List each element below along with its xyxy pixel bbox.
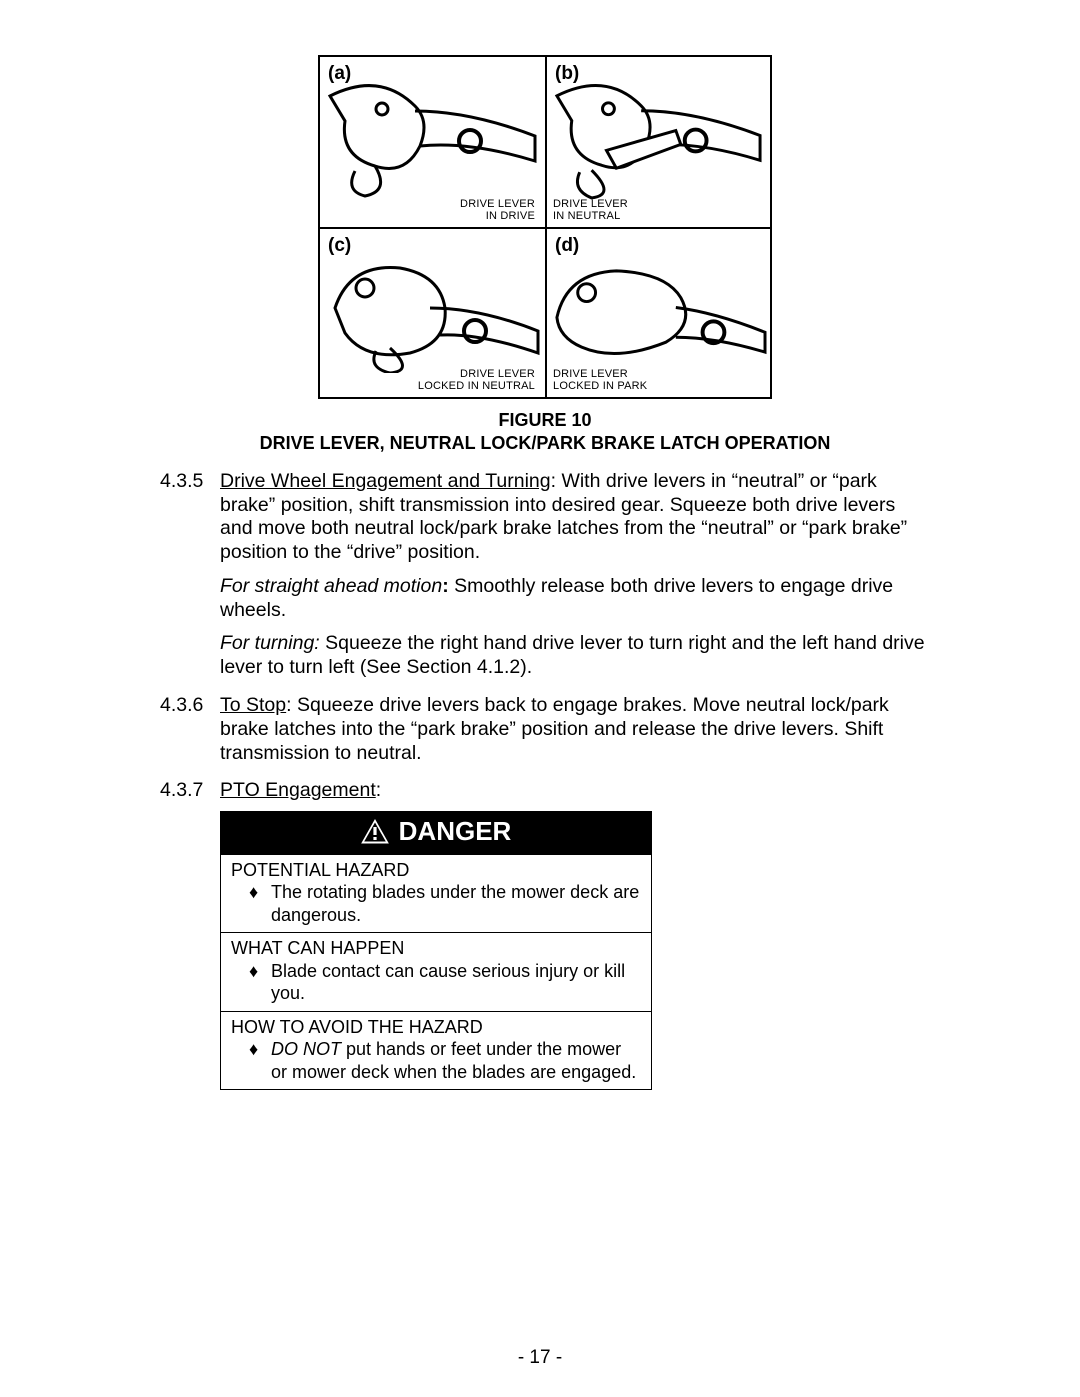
page: (a) DRIVE LEVER IN DRIVE xyxy=(0,0,1080,1397)
item-437: 4.3.7 PTO Engagement: xyxy=(160,779,930,803)
caption-line: IN NEUTRAL xyxy=(553,210,620,222)
item-body: Drive Wheel Engagement and Turning: With… xyxy=(220,470,930,680)
caption-line: DRIVE LEVER xyxy=(553,198,628,210)
item-number: 4.3.7 xyxy=(160,779,220,803)
danger-box: DANGER POTENTIAL HAZARD ♦ The rotating b… xyxy=(220,811,652,1090)
figure-cell-d: (d) DRIVE LEVER LOCKED IN PARK xyxy=(545,227,770,397)
caption-line: DRIVE LEVER xyxy=(460,368,535,380)
figure-cell-caption: DRIVE LEVER LOCKED IN PARK xyxy=(553,368,647,393)
danger-title: DANGER xyxy=(399,816,512,848)
bullet-text: The rotating blades under the mower deck… xyxy=(271,881,641,926)
para-italic: For turning: xyxy=(220,632,320,654)
item-number: 4.3.6 xyxy=(160,694,220,765)
item-lead-underline: Drive Wheel Engagement and Turning xyxy=(220,470,551,492)
warning-icon xyxy=(361,819,389,845)
figure-box: (a) DRIVE LEVER IN DRIVE xyxy=(318,55,772,399)
lever-drawing xyxy=(547,253,770,372)
caption-line: IN DRIVE xyxy=(486,210,535,222)
bullet-italic: DO NOT xyxy=(271,1039,341,1059)
item-436: 4.3.6 To Stop: Squeeze drive levers back… xyxy=(160,694,930,765)
figure-row: (c) DRIVE LEVER LOCKED IN NEUTRAL xyxy=(320,227,770,397)
item-body: To Stop: Squeeze drive levers back to en… xyxy=(220,694,930,765)
item-para: For turning: Squeeze the right hand driv… xyxy=(220,632,930,680)
lever-drawing xyxy=(320,253,545,373)
figure-title-line: FIGURE 10 xyxy=(498,410,591,430)
bullet-symbol: ♦ xyxy=(249,1038,271,1083)
item-lead-rest: : Squeeze drive levers back to engage br… xyxy=(220,694,889,764)
caption-line: LOCKED IN PARK xyxy=(553,380,647,392)
item-435: 4.3.5 Drive Wheel Engagement and Turning… xyxy=(160,470,930,680)
bullet-symbol: ♦ xyxy=(249,960,271,1005)
bullet-text: Blade contact can cause serious injury o… xyxy=(271,960,641,1005)
figure-cell-b: (b) DRIVE LEVER IN NEUTRAL xyxy=(545,57,770,227)
para-rest: Squeeze the right hand drive lever to tu… xyxy=(220,632,925,678)
danger-row-head: POTENTIAL HAZARD xyxy=(231,859,641,882)
figure-row: (a) DRIVE LEVER IN DRIVE xyxy=(320,57,770,227)
figure-wrapper: (a) DRIVE LEVER IN DRIVE xyxy=(160,55,930,456)
item-lead-underline: PTO Engagement xyxy=(220,779,376,801)
figure-cell-c: (c) DRIVE LEVER LOCKED IN NEUTRAL xyxy=(320,227,545,397)
danger-header: DANGER xyxy=(221,812,651,854)
danger-row-head: WHAT CAN HAPPEN xyxy=(231,937,641,960)
body-text: 4.3.5 Drive Wheel Engagement and Turning… xyxy=(160,470,930,1091)
danger-row: POTENTIAL HAZARD ♦ The rotating blades u… xyxy=(221,854,651,933)
caption-line: DRIVE LEVER xyxy=(460,198,535,210)
item-number: 4.3.5 xyxy=(160,470,220,680)
figure-title: FIGURE 10 DRIVE LEVER, NEUTRAL LOCK/PARK… xyxy=(160,409,930,456)
item-para: For straight ahead motion: Smoothly rele… xyxy=(220,575,930,623)
danger-row: WHAT CAN HAPPEN ♦ Blade contact can caus… xyxy=(221,932,651,1011)
figure-cell-caption: DRIVE LEVER IN DRIVE xyxy=(320,198,545,223)
danger-bullet: ♦ The rotating blades under the mower de… xyxy=(231,881,641,926)
bullet-symbol: ♦ xyxy=(249,881,271,926)
bullet-text: DO NOT put hands or feet under the mower… xyxy=(271,1038,641,1083)
caption-line: DRIVE LEVER xyxy=(553,368,628,380)
caption-line: LOCKED IN NEUTRAL xyxy=(418,380,535,392)
figure-cell-caption: DRIVE LEVER IN NEUTRAL xyxy=(553,198,628,223)
lever-drawing xyxy=(320,81,545,201)
page-number: - 17 - xyxy=(0,1347,1080,1369)
lever-drawing xyxy=(547,81,770,200)
item-lead-underline: To Stop xyxy=(220,694,286,716)
danger-bullet: ♦ DO NOT put hands or feet under the mow… xyxy=(231,1038,641,1083)
danger-row-head: HOW TO AVOID THE HAZARD xyxy=(231,1016,641,1039)
para-italic: For straight ahead motion xyxy=(220,575,442,597)
item-body: PTO Engagement: xyxy=(220,779,930,803)
figure-cell-a: (a) DRIVE LEVER IN DRIVE xyxy=(320,57,545,227)
danger-row: HOW TO AVOID THE HAZARD ♦ DO NOT put han… xyxy=(221,1011,651,1090)
figure-title-line: DRIVE LEVER, NEUTRAL LOCK/PARK BRAKE LAT… xyxy=(260,433,831,453)
item-lead-rest: : xyxy=(376,779,381,801)
figure-cell-caption: DRIVE LEVER LOCKED IN NEUTRAL xyxy=(320,368,545,393)
danger-bullet: ♦ Blade contact can cause serious injury… xyxy=(231,960,641,1005)
